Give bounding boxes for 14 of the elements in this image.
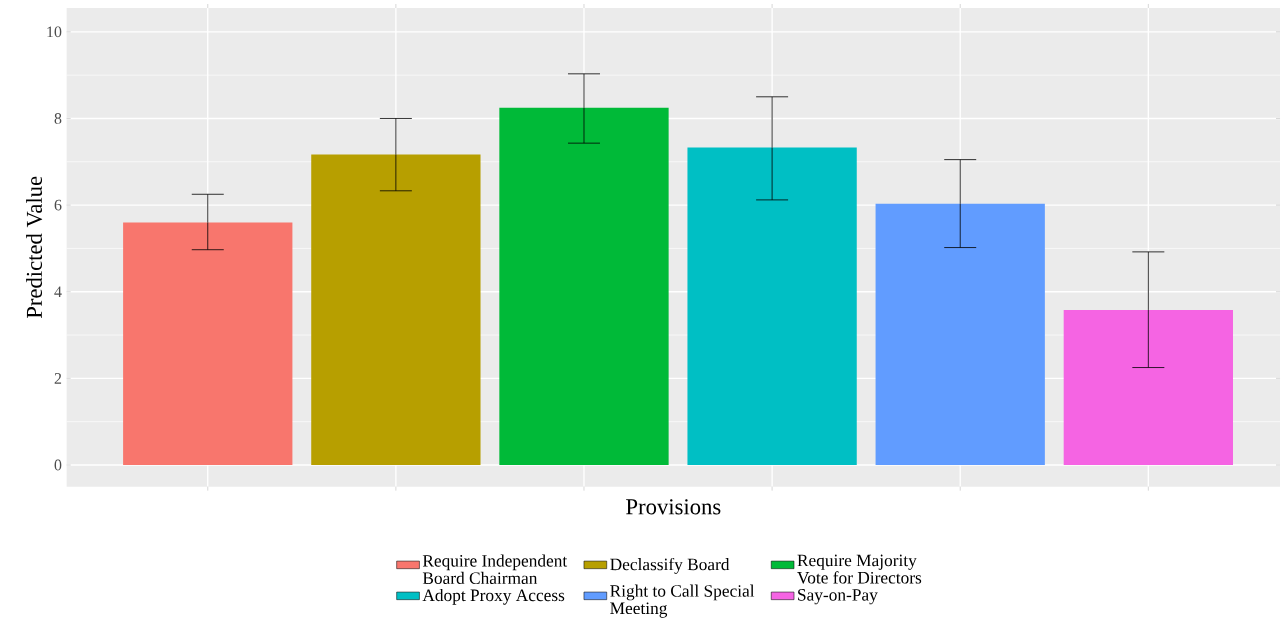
y-tick-label: 4 — [54, 286, 62, 297]
legend-label: Right to Call Special Meeting — [610, 584, 755, 618]
y-tick-label: 8 — [54, 113, 62, 124]
y-tick-label: 2 — [54, 373, 62, 384]
legend-label: Require Independent Board Chairman — [422, 554, 568, 585]
y-tick-label: 10 — [47, 26, 62, 38]
y-tick-label: 0 — [54, 459, 62, 471]
y-tick-label: 6 — [54, 199, 62, 211]
x-axis-title: Provisions — [626, 499, 721, 515]
legend-label: Say-on-Pay — [798, 589, 878, 605]
legend-label: Require Majority Vote for Directors — [797, 554, 922, 584]
y-axis-title: Predicted Value — [26, 176, 43, 319]
legend-label: Declassify Board — [610, 557, 730, 574]
legend-label: Adopt Proxy Access — [422, 588, 565, 605]
